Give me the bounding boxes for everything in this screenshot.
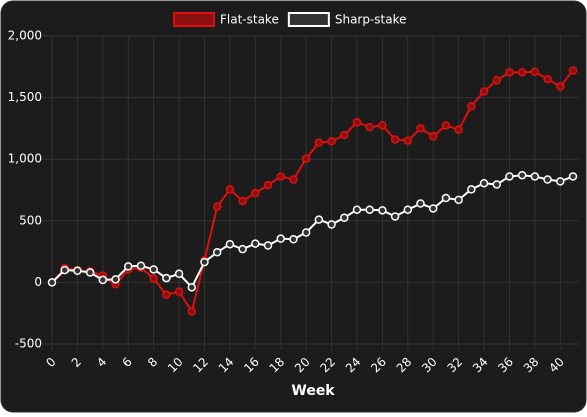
point bbox=[314, 138, 324, 147]
point bbox=[441, 121, 451, 130]
point bbox=[479, 87, 489, 96]
point bbox=[47, 278, 57, 287]
point bbox=[289, 235, 298, 244]
point bbox=[225, 185, 235, 194]
legend-swatch bbox=[287, 12, 330, 27]
point bbox=[416, 124, 425, 133]
point bbox=[390, 135, 400, 144]
legend-label: Sharp-stake bbox=[335, 13, 407, 27]
point bbox=[111, 275, 120, 284]
point bbox=[378, 121, 387, 130]
point bbox=[454, 125, 463, 134]
point bbox=[416, 199, 425, 208]
y-tick-label: 1,000 bbox=[8, 152, 42, 166]
point bbox=[301, 228, 311, 237]
point bbox=[162, 290, 171, 299]
point bbox=[390, 212, 400, 221]
point bbox=[517, 170, 527, 180]
point bbox=[568, 172, 578, 181]
point bbox=[149, 274, 158, 283]
point bbox=[276, 234, 285, 243]
y-tick-label: 2,000 bbox=[8, 29, 42, 43]
point bbox=[428, 132, 438, 141]
point bbox=[238, 244, 247, 254]
point bbox=[530, 67, 540, 76]
y-tick-label: -500 bbox=[15, 337, 42, 351]
point bbox=[149, 265, 158, 274]
point bbox=[352, 117, 362, 127]
point bbox=[352, 205, 362, 214]
point bbox=[327, 220, 336, 229]
point bbox=[301, 154, 311, 163]
point bbox=[225, 239, 235, 249]
point bbox=[251, 188, 260, 198]
point bbox=[492, 76, 502, 85]
point bbox=[556, 177, 565, 186]
point bbox=[289, 175, 298, 184]
point bbox=[340, 213, 349, 222]
point bbox=[174, 269, 184, 279]
point bbox=[263, 180, 273, 190]
point bbox=[60, 265, 69, 275]
y-tick-label: 0 bbox=[34, 275, 42, 289]
point bbox=[568, 66, 578, 75]
legend-swatch bbox=[173, 12, 215, 27]
point bbox=[428, 204, 438, 213]
point bbox=[365, 122, 374, 132]
point bbox=[441, 193, 451, 203]
point bbox=[467, 101, 476, 111]
y-tick-label: 1,500 bbox=[8, 90, 42, 104]
point bbox=[123, 262, 133, 271]
point bbox=[251, 239, 260, 248]
point bbox=[187, 283, 197, 292]
point bbox=[212, 247, 222, 257]
point bbox=[98, 275, 108, 285]
point bbox=[276, 172, 285, 181]
legend-label: Flat-stake bbox=[220, 13, 279, 27]
point bbox=[517, 68, 527, 77]
point bbox=[530, 172, 540, 181]
point bbox=[479, 178, 489, 188]
point bbox=[505, 68, 514, 77]
y-tick-label: 500 bbox=[19, 213, 42, 227]
point bbox=[327, 137, 336, 146]
point bbox=[136, 261, 146, 271]
point bbox=[238, 196, 247, 206]
point bbox=[556, 82, 565, 91]
point bbox=[73, 266, 82, 275]
point bbox=[492, 180, 502, 189]
point bbox=[454, 195, 463, 205]
point bbox=[162, 273, 171, 283]
point bbox=[200, 257, 209, 267]
point bbox=[212, 202, 222, 211]
point bbox=[403, 205, 413, 214]
point bbox=[365, 205, 374, 214]
point bbox=[467, 185, 476, 194]
point bbox=[403, 136, 413, 145]
point bbox=[543, 74, 552, 84]
point bbox=[543, 175, 552, 184]
point bbox=[263, 241, 273, 250]
point bbox=[505, 172, 514, 181]
point bbox=[187, 307, 197, 316]
x-axis-title: Week bbox=[291, 383, 335, 399]
point bbox=[314, 215, 324, 224]
point bbox=[340, 130, 349, 140]
point bbox=[85, 268, 95, 277]
point bbox=[378, 206, 387, 215]
point bbox=[174, 287, 184, 296]
